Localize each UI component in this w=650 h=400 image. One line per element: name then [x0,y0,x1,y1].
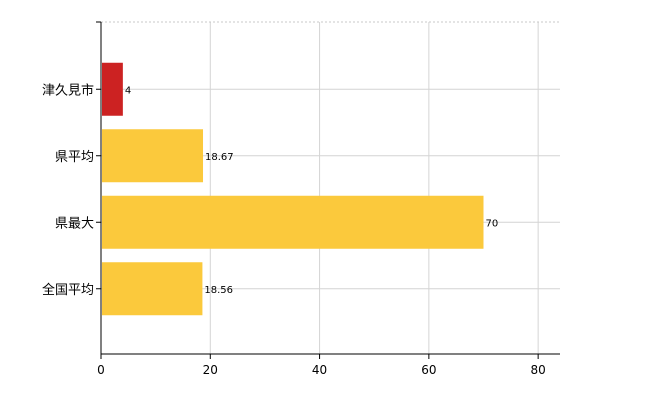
data-label: 18.67 [205,152,234,163]
data-label: 4 [125,85,131,96]
category-label: 全国平均 [42,282,94,298]
category-label: 津久見市 [42,82,94,98]
x-tick-label: 80 [531,363,546,377]
x-tick-label: 20 [203,363,218,377]
bar [102,129,204,183]
bars [102,62,484,316]
x-tick-label: 40 [312,363,327,377]
labels: 津久見市 4 県平均 18.67 県最大 70 全国平均 18.56 0 20 40 60 80 [42,82,546,377]
bar [102,62,123,116]
axes [96,21,560,359]
bar [102,262,203,316]
data-label: 70 [486,218,499,229]
category-label: 県平均 [55,150,94,165]
x-tick-label: 0 [97,363,105,377]
grid-lines [101,21,560,354]
x-tick-label: 60 [421,363,436,377]
data-label: 18.56 [204,285,233,296]
category-label: 県最大 [55,216,94,231]
bar [102,195,484,249]
